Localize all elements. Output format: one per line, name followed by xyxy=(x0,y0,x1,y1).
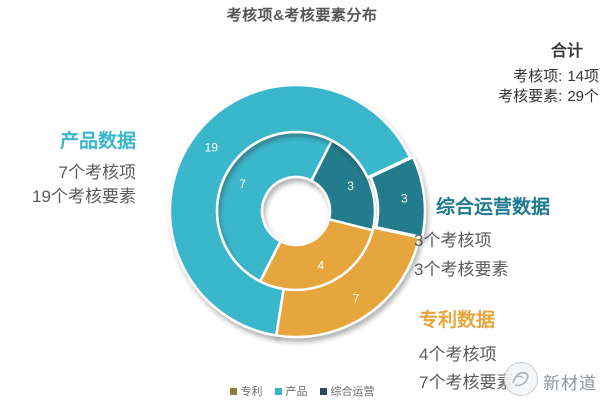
summary-total-block: 合计 考核项: 14项 考核要素: 29个 xyxy=(498,37,599,107)
legend-swatch-patent-icon xyxy=(229,387,237,395)
outer-value-label-product: 19 xyxy=(205,140,219,154)
summary-total-heading: 合计 xyxy=(550,43,583,60)
summary-row-elements-value: 29个 xyxy=(567,88,599,105)
outer-value-label-patent: 7 xyxy=(353,291,360,305)
legend-item-operations: 综合运营 xyxy=(319,383,375,399)
legend-label-product: 产品 xyxy=(285,386,308,398)
patent-callout-heading: 专利数据 xyxy=(419,310,496,331)
watermark-logo-icon xyxy=(504,362,538,396)
patent-callout: 专利数据 4个考核项 7个考核要素 xyxy=(419,305,513,397)
legend-item-patent: 专利 xyxy=(229,383,263,399)
inner-value-label-operations: 3 xyxy=(347,179,354,193)
summary-row-items-value: 14项 xyxy=(567,68,599,85)
outer-slice-patent xyxy=(275,226,421,339)
summary-row-items-label: 考核项: xyxy=(513,68,563,85)
legend-label-patent: 专利 xyxy=(240,386,263,398)
legend-swatch-operations-icon xyxy=(319,387,327,395)
operations-callout-elements: 3个考核要素 xyxy=(414,260,509,279)
watermark-text: 新材道 xyxy=(543,374,597,393)
summary-row-items: 考核项: 14项 xyxy=(498,67,599,87)
inner-value-label-product: 7 xyxy=(239,177,246,191)
inner-value-label-patent: 4 xyxy=(317,259,324,273)
legend-swatch-product-icon xyxy=(274,387,282,395)
product-callout-heading: 产品数据 xyxy=(59,131,136,152)
chart-legend: 专利 产品 综合运营 xyxy=(0,383,604,399)
operations-callout-items: 3个考核项 xyxy=(414,231,492,250)
donut-value-labels: 7 3 4 19 3 7 xyxy=(205,140,408,305)
operations-callout: 综合运营数据 3个考核项 3个考核要素 xyxy=(414,192,550,284)
page-title: 考核项&考核要素分布 xyxy=(226,7,378,24)
product-callout-items: 7个考核项 xyxy=(58,163,136,182)
product-callout-elements: 19个考核要素 xyxy=(32,187,136,206)
patent-callout-items: 4个考核项 xyxy=(419,345,497,364)
outer-slice-product xyxy=(168,83,412,337)
outer-slice-operations xyxy=(369,155,427,239)
summary-row-elements-label: 考核要素: xyxy=(498,88,563,105)
summary-row-elements: 考核要素: 29个 xyxy=(498,87,599,107)
donut-segments xyxy=(168,83,427,339)
legend-item-product: 产品 xyxy=(274,383,308,399)
product-callout: 产品数据 7个考核项 19个考核要素 xyxy=(0,126,136,209)
outer-value-label-operations: 3 xyxy=(401,192,408,206)
legend-label-operations: 综合运营 xyxy=(330,386,375,398)
operations-callout-heading: 综合运营数据 xyxy=(436,197,551,218)
patent-callout-elements: 7个考核要素 xyxy=(419,373,514,392)
